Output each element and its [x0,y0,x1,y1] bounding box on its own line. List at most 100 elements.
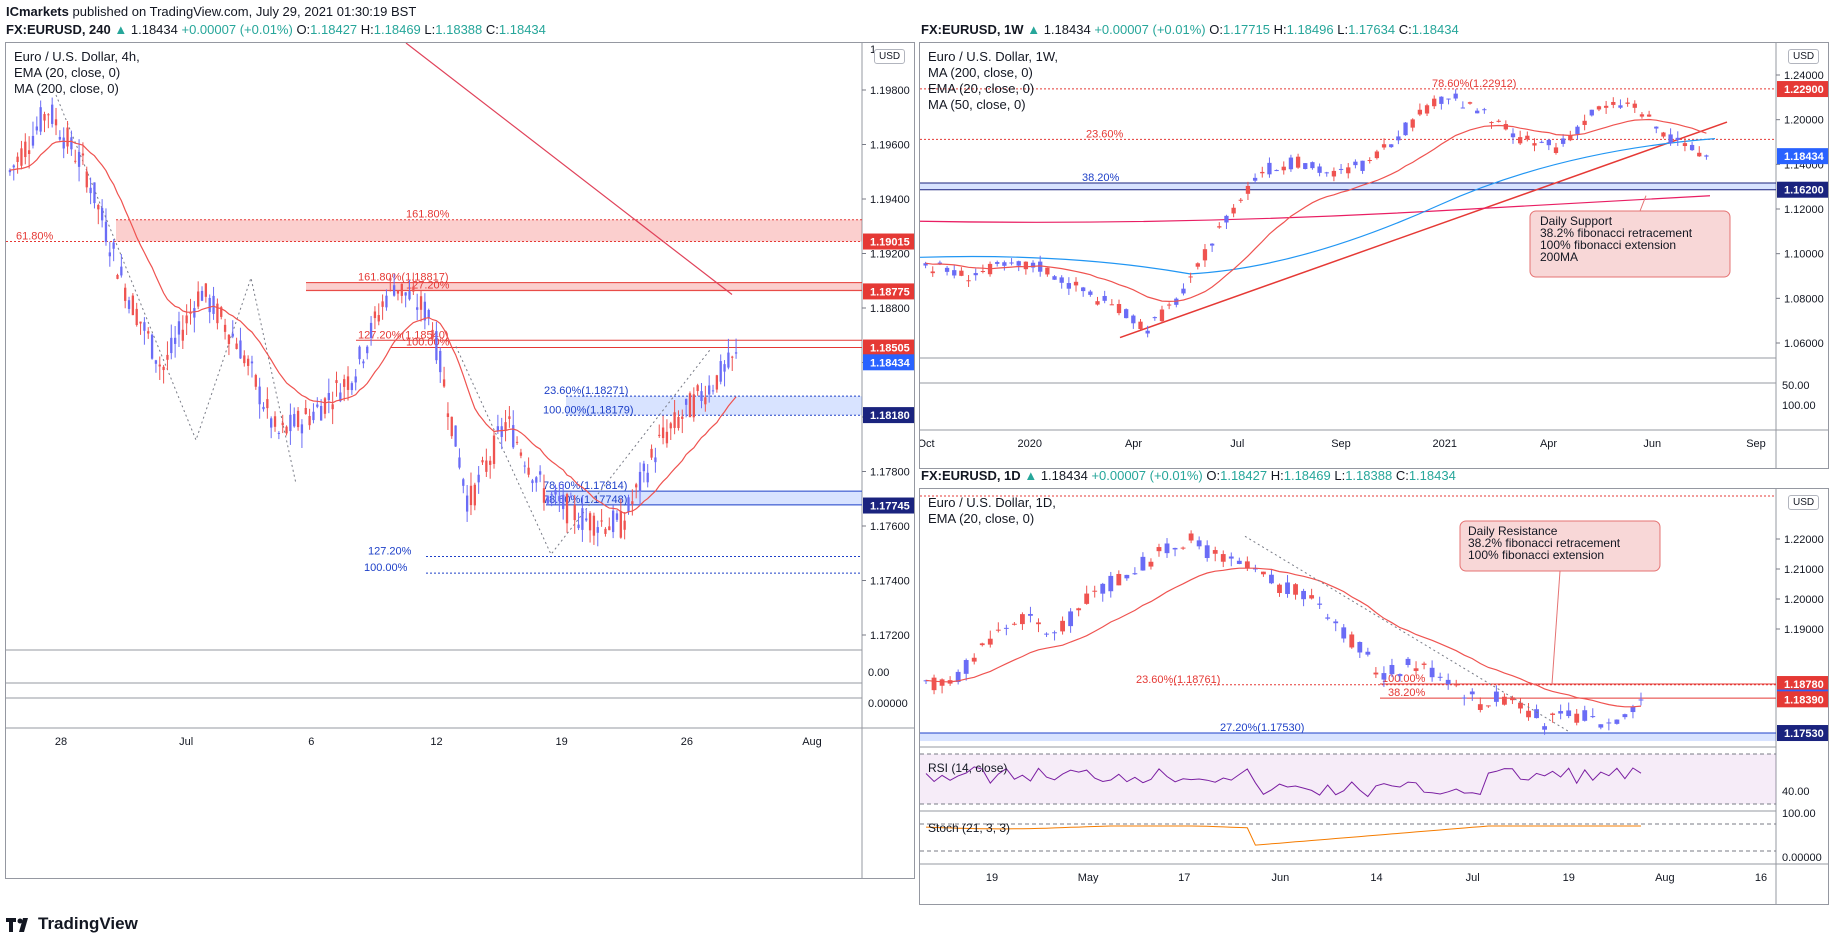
candle-body [1618,105,1623,108]
candle-body [708,385,711,395]
d1-currency-button[interactable]: USD [1788,495,1820,510]
candle-body [1532,143,1537,146]
w1-legend-ema20[interactable]: EMA (20, close, 0) [928,81,1035,96]
candle-body [658,434,661,436]
y-tick-label: 1.22000 [1784,534,1824,546]
candle-body [1661,132,1666,137]
candle-body [435,331,438,361]
annotation-line: Daily Resistance [1468,524,1558,538]
price-tag [863,497,914,514]
h4-chart-panel[interactable]: 1.198001.196001.194001.192001.188001.186… [5,42,915,879]
candle-body [619,511,622,538]
candle-body [1338,168,1344,170]
candle-body [227,334,231,344]
candle-body [20,148,23,166]
candle-body [112,242,115,249]
price-tag-label: 1.22900 [1784,84,1824,96]
fib-level-label: 100.00% [364,562,408,574]
candle-body [489,460,492,465]
candle-body [1116,304,1122,314]
price-tag-label: 1.19015 [870,237,910,249]
candle-body [270,418,273,428]
d1-chart-panel[interactable]: 1.22000 1.21000 1.20000 1.19000 19 May 17 Jun 14… [919,488,1829,905]
h4-legend-ema[interactable]: EMA (20, close, 0) [14,65,121,80]
candle-body [139,321,142,324]
candle-body [1052,276,1057,280]
candle-body [1437,676,1443,678]
candle-body [431,329,434,339]
candle-body [24,141,27,158]
candle-body [673,412,676,428]
candle-body [1460,107,1466,109]
h4-chart-svg[interactable]: 1.198001.196001.194001.192001.188001.186… [6,43,914,878]
swing-line [1244,535,1571,733]
candle-body [446,413,450,417]
h4-symbol[interactable]: FX:EURUSD, 240 [6,22,111,37]
d1-legend-ema[interactable]: EMA (20, close, 0) [928,511,1035,526]
x-tick-label: 26 [681,736,693,748]
candle-body [1367,160,1372,162]
h4-currency-button[interactable]: USD [874,49,906,64]
candle-body [627,497,630,512]
candle-body [1589,109,1594,116]
price-tag [1777,725,1828,742]
sub-tick-label: 100.00 [1782,808,1816,820]
fib-level-label: 61.80% [16,231,54,243]
fib-level-label: 78.60%(1.22912) [1432,78,1516,90]
candle-body [608,526,611,531]
candle-body [1417,109,1423,115]
price-tag [863,233,914,250]
candle-body [955,671,961,683]
d1-symbol[interactable]: FX:EURUSD, 1D [921,468,1021,483]
candle-body [523,465,526,467]
publisher-name[interactable]: ICmarkets [6,4,69,19]
candle-body [1023,261,1029,270]
candle-body [966,280,971,282]
d1-stoch-label[interactable]: Stoch (21, 3, 3) [928,821,1011,835]
candle-body [289,414,292,432]
candle-body [654,457,657,463]
candle-body [208,297,211,313]
candle-body [1188,533,1194,541]
candle-body [189,312,192,314]
candle-body [170,337,173,354]
candle-body [1202,249,1208,261]
candle-body [1303,163,1308,169]
d1-symbol-line: FX:EURUSD, 1D ▲ 1.18434 +0.00007 (+0.01%… [921,468,1456,483]
w1-chart-panel[interactable]: 1.24000 1.20000 1.14000 1.12000 1.10000 1.080… [919,42,1829,469]
candle-body [1295,156,1301,168]
candle-body [727,352,730,368]
w1-chart-svg[interactable]: 1.240001.200001.140001.120001.100001.080… [920,43,1828,468]
candle-body [711,390,715,392]
candle-body [1196,540,1202,547]
candle-body [542,488,546,503]
footer-brand[interactable]: TradingView [6,914,138,934]
candle-body [646,472,649,483]
candle-body [412,286,415,292]
support-zone [546,491,862,506]
w1-symbol[interactable]: FX:EURUSD, 1W [921,22,1024,37]
sub-tick-label: 0.00000 [1782,852,1822,864]
candle-body [1518,702,1523,709]
candle-body [1267,162,1272,175]
x-tick-label: Jul [1230,438,1244,450]
w1-currency-button[interactable]: USD [1788,49,1820,64]
d1-rsi-label[interactable]: RSI (14, close) [928,761,1008,775]
y-tick-label: 1.19800 [870,85,910,97]
w1-legend-ma200[interactable]: MA (200, close, 0) [928,65,1033,80]
price-tag [1777,691,1828,708]
candle-body [220,307,223,317]
candle-body [1131,315,1136,324]
candle-body [308,416,311,426]
candle-body [550,493,553,495]
price-tag-label: 1.18780 [1784,679,1824,691]
d1-chart-svg[interactable]: 1.22000 1.21000 1.20000 1.19000 19 May 17 Jun 14… [920,489,1828,904]
candle-body [1410,119,1415,128]
candle-body [931,677,937,691]
support-zone [566,396,862,416]
candle-body [385,295,388,308]
h4-legend-ma[interactable]: MA (200, close, 0) [14,81,119,96]
candle-body [573,504,576,521]
price-tag [1777,181,1828,198]
w1-legend-ma50[interactable]: MA (50, close, 0) [928,97,1026,112]
